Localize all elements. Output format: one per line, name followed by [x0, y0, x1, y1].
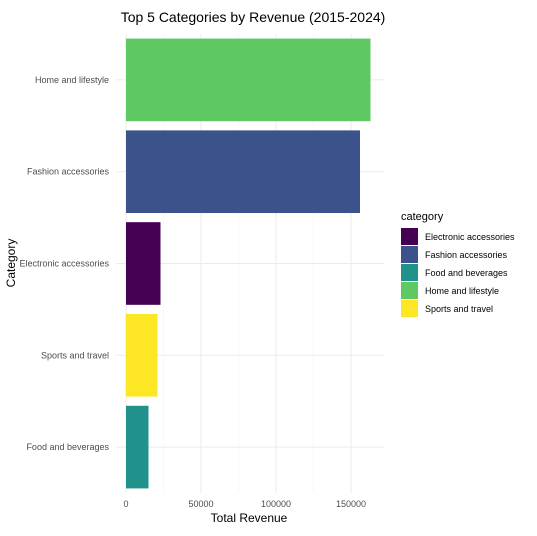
bar-electronic-accessories: [126, 222, 161, 305]
legend-title: category: [401, 211, 444, 223]
y-tick-label: Food and beverages: [26, 442, 109, 452]
y-axis-tick-labels: Home and lifestyle Fashion accessories Ele…: [19, 75, 109, 452]
x-tick-label: 100000: [261, 499, 291, 509]
bars: [126, 38, 371, 489]
x-tick-label: 0: [123, 499, 128, 509]
legend-swatch: [401, 300, 418, 317]
y-tick-label: Home and lifestyle: [35, 75, 109, 85]
x-tick-label: 150000: [336, 499, 366, 509]
y-tick-label: Fashion accessories: [27, 167, 110, 177]
y-tick-label: Sports and travel: [41, 350, 109, 360]
x-axis-tick-labels: 0 50000 100000 150000: [123, 499, 366, 509]
chart-title: Top 5 Categories by Revenue (2015-2024): [121, 9, 386, 25]
legend-swatch: [401, 246, 418, 263]
legend-swatch: [401, 228, 418, 245]
x-axis-title: Total Revenue: [211, 511, 288, 525]
legend-label: Electronic accessories: [425, 232, 515, 242]
y-tick-label: Electronic accessories: [19, 259, 109, 269]
bar-food-and-beverages: [126, 405, 149, 489]
x-tick-label: 50000: [188, 499, 213, 509]
legend-label: Home and lifestyle: [425, 286, 499, 296]
legend-label: Fashion accessories: [425, 250, 508, 260]
legend-swatch: [401, 282, 418, 299]
bar-sports-and-travel: [126, 313, 158, 397]
legend-label: Food and beverages: [425, 268, 508, 278]
y-axis-title: Category: [4, 239, 18, 288]
bar-fashion-accessories: [126, 130, 360, 214]
legend: category Electronic accessories Fashion a…: [401, 211, 515, 317]
bar-home-and-lifestyle: [126, 38, 371, 122]
legend-swatch: [401, 264, 418, 281]
legend-label: Sports and travel: [425, 304, 493, 314]
